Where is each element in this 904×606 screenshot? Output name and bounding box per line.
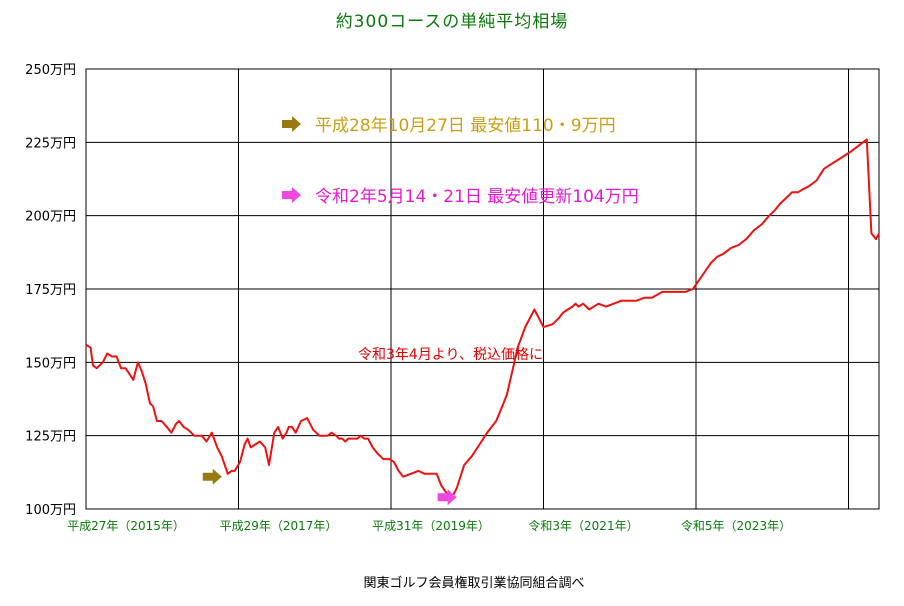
- annotations: 平成28年10月27日 最安値110・9万円 令和2年5月14・21日 最安値更…: [282, 116, 639, 363]
- x-tick-label: 令和3年（2021年）: [528, 518, 638, 533]
- y-tick-label: 100万円: [25, 503, 76, 518]
- x-tick-label: 令和5年（2023年）: [681, 518, 791, 533]
- x-tick-label: 平成27年（2015年）: [67, 519, 185, 533]
- x-tick-label: 平成31年（2019年）: [372, 519, 490, 533]
- arrow-right-icon: [437, 489, 457, 506]
- y-tick-label: 250万円: [25, 63, 76, 78]
- y-axis: 250万円 225万円 200万円 175万円 150万円 125万円 100万円: [25, 63, 76, 518]
- annotation-markers: [202, 468, 457, 506]
- annotation-lowest-2016: 平成28年10月27日 最安値110・9万円: [315, 116, 616, 136]
- source-note: 関東ゴルフ会員権取引業協同組合調べ: [363, 575, 584, 591]
- y-tick-label: 225万円: [25, 136, 76, 151]
- chart-title: 約300コースの単純平均相場: [336, 12, 569, 32]
- series-line: [85, 138, 880, 499]
- x-tick-label: 平成29年（2017年）: [220, 519, 338, 533]
- y-tick-label: 150万円: [25, 356, 76, 371]
- annotation-tax-included: 令和3年4月より、税込価格に: [358, 347, 543, 363]
- x-axis: 平成27年（2015年） 平成29年（2017年） 平成31年（2019年） 令和3年…: [67, 518, 791, 533]
- annotation-lowest-2020: 令和2年5月14・21日 最安値更新104万円: [315, 187, 639, 207]
- arrow-right-icon: [202, 468, 222, 485]
- y-tick-label: 125万円: [25, 430, 76, 445]
- y-tick-label: 175万円: [25, 283, 76, 298]
- series: [85, 138, 880, 499]
- arrow-right-icon: [282, 116, 301, 132]
- arrow-right-icon: [282, 187, 301, 203]
- grid: [85, 68, 880, 510]
- y-tick-label: 200万円: [25, 210, 76, 225]
